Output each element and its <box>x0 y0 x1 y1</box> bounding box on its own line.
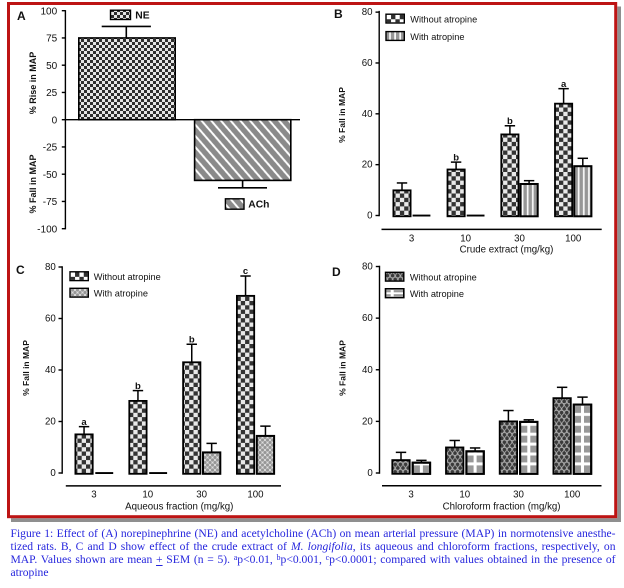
svg-text:D: D <box>332 265 341 279</box>
svg-text:60: 60 <box>45 314 56 325</box>
svg-text:10: 10 <box>459 489 470 500</box>
svg-text:B: B <box>334 7 343 21</box>
svg-text:60: 60 <box>362 313 373 324</box>
svg-text:Without atropine: Without atropine <box>94 272 161 282</box>
svg-text:80: 80 <box>362 262 373 273</box>
svg-text:% Rise in MAP: % Rise in MAP <box>28 52 38 115</box>
svg-text:25: 25 <box>46 88 58 99</box>
svg-text:80: 80 <box>362 7 373 18</box>
svg-text:Crude extract (mg/kg): Crude extract (mg/kg) <box>460 245 554 256</box>
svg-text:0: 0 <box>50 468 56 479</box>
svg-text:30: 30 <box>513 489 524 500</box>
svg-text:Without atropine: Without atropine <box>410 273 477 283</box>
svg-text:3: 3 <box>408 489 413 500</box>
svg-text:20: 20 <box>362 160 373 171</box>
svg-text:A: A <box>17 9 26 23</box>
svg-text:-50: -50 <box>43 170 58 181</box>
svg-text:NE: NE <box>135 11 149 22</box>
svg-text:-100: -100 <box>37 224 57 235</box>
svg-text:60: 60 <box>362 58 373 69</box>
svg-text:% Fall in MAP: % Fall in MAP <box>28 154 38 213</box>
svg-text:% Fall in MAP: % Fall in MAP <box>337 87 347 143</box>
svg-text:10: 10 <box>460 234 471 245</box>
svg-text:With atropine: With atropine <box>410 32 464 42</box>
svg-text:30: 30 <box>196 489 207 500</box>
svg-text:ACh: ACh <box>248 200 269 211</box>
svg-text:40: 40 <box>362 109 373 120</box>
svg-text:80: 80 <box>45 262 56 273</box>
svg-text:-25: -25 <box>43 143 58 154</box>
svg-text:b: b <box>507 116 513 127</box>
svg-text:Aqueous fraction (mg/kg): Aqueous fraction (mg/kg) <box>125 501 233 512</box>
svg-text:50: 50 <box>46 61 58 72</box>
svg-text:a: a <box>561 79 567 90</box>
svg-text:75: 75 <box>46 34 58 45</box>
svg-text:3: 3 <box>91 489 96 500</box>
svg-text:3: 3 <box>409 234 414 245</box>
svg-text:100: 100 <box>247 489 264 500</box>
svg-text:100: 100 <box>41 6 58 17</box>
svg-text:40: 40 <box>45 365 56 376</box>
svg-text:-75: -75 <box>43 197 58 208</box>
svg-text:0: 0 <box>52 115 58 126</box>
svg-text:c: c <box>243 266 248 277</box>
svg-text:40: 40 <box>362 365 373 376</box>
svg-text:b: b <box>189 334 195 345</box>
svg-text:b: b <box>135 381 141 392</box>
svg-text:100: 100 <box>565 234 582 245</box>
svg-text:20: 20 <box>45 417 56 428</box>
svg-text:0: 0 <box>367 468 373 479</box>
svg-text:% Fall in MAP: % Fall in MAP <box>21 340 31 396</box>
svg-text:With atropine: With atropine <box>410 289 464 299</box>
svg-text:20: 20 <box>362 416 373 427</box>
svg-text:30: 30 <box>514 234 525 245</box>
svg-text:C: C <box>16 263 25 277</box>
svg-text:100: 100 <box>564 489 581 500</box>
svg-text:Chloroform fraction (mg/kg): Chloroform fraction (mg/kg) <box>443 501 561 512</box>
svg-text:With atropine: With atropine <box>94 289 148 299</box>
svg-text:10: 10 <box>142 489 153 500</box>
svg-text:% Fall in MAP: % Fall in MAP <box>337 340 347 396</box>
svg-text:0: 0 <box>367 211 373 222</box>
svg-text:a: a <box>81 417 87 428</box>
svg-text:Without atropine: Without atropine <box>410 14 477 24</box>
svg-text:b: b <box>453 152 459 163</box>
